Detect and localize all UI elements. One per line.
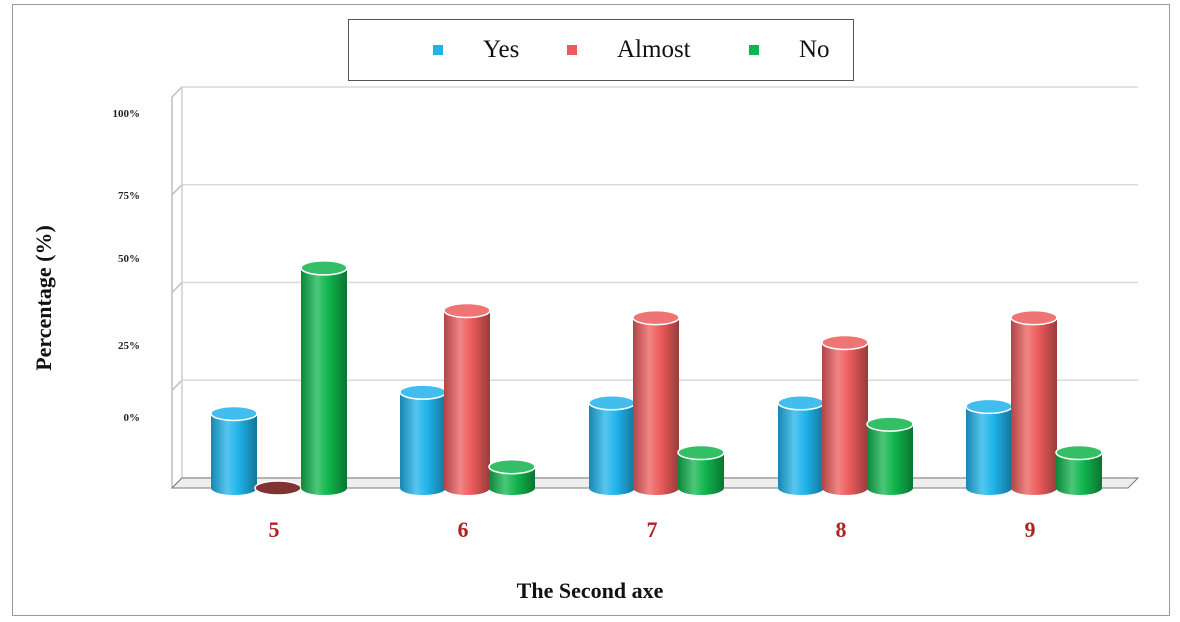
bar-top xyxy=(632,309,680,326)
legend-label-no: No xyxy=(799,36,830,63)
legend-swatch-no xyxy=(749,45,759,55)
bar-top xyxy=(965,398,1013,415)
bar xyxy=(444,310,490,495)
bar-top xyxy=(677,444,725,461)
x-tick-label: 6 xyxy=(458,517,469,542)
bar-top xyxy=(821,334,869,351)
gridline-side xyxy=(171,379,183,391)
bar xyxy=(589,402,635,495)
bar xyxy=(678,452,724,495)
bar-top xyxy=(866,416,914,432)
y-tick-label: 75% xyxy=(118,190,140,202)
y-tick-label: 100% xyxy=(113,108,141,120)
y-axis-title: Percentage (%) xyxy=(31,225,56,371)
x-tick-label: 9 xyxy=(1025,517,1036,542)
bar xyxy=(489,466,535,495)
y-tick-label: 25% xyxy=(118,340,140,352)
gridline-side xyxy=(171,86,183,98)
legend-item-no: No xyxy=(749,36,830,64)
bar xyxy=(867,424,913,495)
x-axis-title: The Second axe xyxy=(516,578,664,603)
bar-top xyxy=(488,458,536,475)
legend-item-almost: Almost xyxy=(567,36,691,64)
gridline-side xyxy=(171,281,183,294)
bar xyxy=(822,342,868,495)
bar-top xyxy=(300,260,348,276)
bar xyxy=(633,317,679,495)
bar-top xyxy=(777,395,825,411)
bar-top xyxy=(254,480,302,496)
y-tick-label: 0% xyxy=(124,412,141,424)
bar xyxy=(778,402,824,495)
bar-top xyxy=(443,302,491,319)
legend-label-yes: Yes xyxy=(483,36,520,63)
legend-swatch-almost xyxy=(567,45,577,55)
bar-top xyxy=(210,405,258,422)
x-tick-label: 7 xyxy=(647,517,658,542)
bar xyxy=(966,406,1012,495)
bar xyxy=(1056,452,1102,495)
bar xyxy=(400,392,446,495)
legend-item-yes: Yes xyxy=(433,36,519,64)
bar-top xyxy=(588,395,636,411)
bar xyxy=(211,413,257,495)
bar-top xyxy=(1055,444,1103,461)
legend-swatch-yes xyxy=(433,45,443,55)
bar xyxy=(301,267,347,495)
x-tick-label: 5 xyxy=(269,517,280,542)
chart-legend: Yes Almost No xyxy=(348,19,854,81)
x-tick-label: 8 xyxy=(836,517,847,542)
bar-top xyxy=(1010,309,1058,326)
gridline-side xyxy=(171,184,183,196)
chart-frame xyxy=(12,4,1170,616)
bar xyxy=(1011,317,1057,495)
legend-label-almost: Almost xyxy=(617,36,691,63)
bar-top xyxy=(399,384,447,400)
y-tick-label: 50% xyxy=(118,253,140,265)
